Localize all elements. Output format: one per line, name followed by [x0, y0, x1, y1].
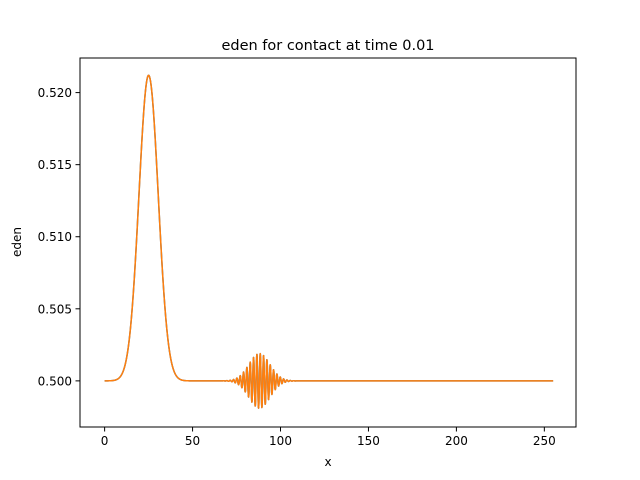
x-tick-label: 100	[269, 434, 292, 448]
chart-title: eden for contact at time 0.01	[221, 38, 434, 54]
x-axis-label: x	[324, 455, 331, 469]
x-axis: 0 50 100 150 200 250	[101, 427, 556, 448]
plot-frame	[79, 57, 577, 428]
x-tick-label: 250	[533, 434, 556, 448]
y-tick-label: 0.510	[38, 230, 72, 244]
y-axis-label: eden	[10, 227, 24, 257]
y-tick-label: 0.515	[38, 158, 72, 172]
y-tick-label: 0.505	[38, 302, 72, 316]
x-tick-label: 0	[101, 434, 109, 448]
x-tick-label: 200	[445, 434, 468, 448]
y-axis: 0.500 0.505 0.510 0.515 0.520	[38, 86, 80, 388]
y-tick-label: 0.500	[38, 374, 72, 388]
x-tick-label: 150	[357, 434, 380, 448]
x-tick-label: 50	[185, 434, 200, 448]
y-tick-label: 0.520	[38, 86, 72, 100]
plot-lines	[104, 74, 554, 409]
series-line-2	[104, 74, 554, 409]
